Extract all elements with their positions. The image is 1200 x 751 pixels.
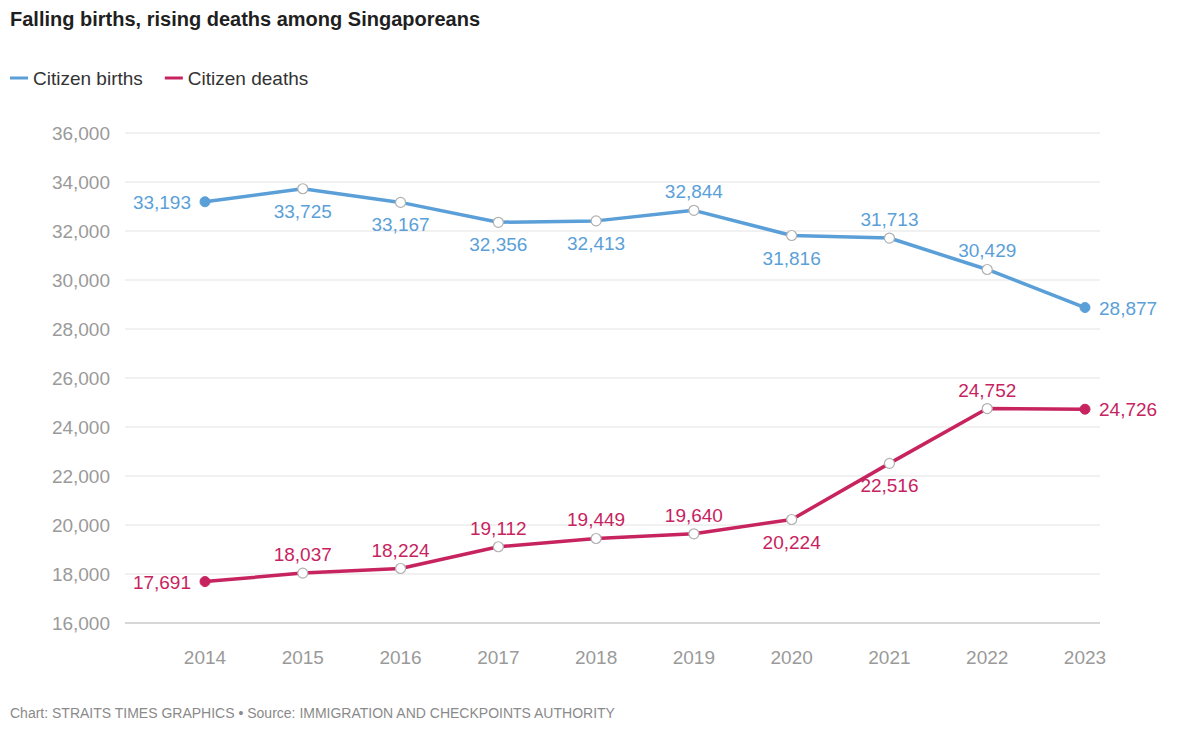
- point: [982, 404, 992, 414]
- point: [396, 197, 406, 207]
- data-label: 33,193: [133, 192, 191, 213]
- point: [200, 197, 210, 207]
- data-label: 33,725: [274, 201, 332, 222]
- data-label: 32,844: [665, 181, 724, 202]
- data-label: 18,224: [371, 540, 430, 561]
- point: [1080, 404, 1090, 414]
- chart: Falling births, rising deaths among Sing…: [0, 0, 1200, 751]
- point: [298, 184, 308, 194]
- legend: Citizen births Citizen deaths: [10, 68, 308, 89]
- data-label: 30,429: [958, 240, 1016, 261]
- grid-line: [125, 378, 1100, 379]
- data-label: 20,224: [763, 532, 822, 553]
- x-tick-label: 2017: [477, 647, 519, 668]
- grid-line: [125, 182, 1100, 183]
- data-label: 19,640: [665, 505, 723, 526]
- data-label: 18,037: [274, 544, 332, 565]
- data-label: 19,449: [567, 509, 625, 530]
- point: [493, 542, 503, 552]
- y-tick-label: 26,000: [52, 368, 110, 389]
- data-label: 33,167: [371, 214, 429, 235]
- x-tick-label: 2023: [1064, 647, 1106, 668]
- y-tick-label: 18,000: [52, 564, 110, 585]
- x-tick-label: 2016: [379, 647, 421, 668]
- point: [298, 568, 308, 578]
- point: [884, 458, 894, 468]
- y-tick-label: 34,000: [52, 172, 110, 193]
- title: Falling births, rising deaths among Sing…: [10, 8, 480, 30]
- source: Chart: STRAITS TIMES GRAPHICS • Source: …: [10, 705, 616, 721]
- grid-line: [125, 133, 1100, 134]
- series-line: [205, 409, 1085, 582]
- x-axis-line: [125, 623, 1100, 624]
- y-tick-label: 16,000: [52, 613, 110, 634]
- grid-line: [125, 280, 1100, 281]
- legend-label: Citizen births: [33, 68, 143, 89]
- x-tick-label: 2018: [575, 647, 617, 668]
- x-tick-label: 2022: [966, 647, 1008, 668]
- data-labels: 33,193 33,725 33,167 32,356 32,413 32,844 31,8…: [133, 181, 1157, 592]
- data-label: 19,112: [470, 518, 527, 539]
- y-tick-label: 20,000: [52, 515, 110, 536]
- y-tick-label: 30,000: [52, 270, 110, 291]
- data-label: 24,726: [1099, 399, 1157, 420]
- point: [982, 264, 992, 274]
- grid: [125, 133, 1100, 623]
- point: [591, 216, 601, 226]
- x-tick-label: 2020: [771, 647, 813, 668]
- point: [689, 529, 699, 539]
- grid-line: [125, 231, 1100, 232]
- point: [200, 577, 210, 587]
- x-tick-label: 2014: [184, 647, 227, 668]
- point: [884, 233, 894, 243]
- legend-swatch: [10, 77, 28, 80]
- data-label: 32,413: [567, 233, 625, 254]
- grid-line: [125, 476, 1100, 477]
- data-label: 24,752: [958, 380, 1016, 401]
- point: [591, 533, 601, 543]
- legend-swatch: [165, 77, 183, 80]
- point: [396, 564, 406, 574]
- y-tick-label: 22,000: [52, 466, 110, 487]
- y-tick-label: 24,000: [52, 417, 110, 438]
- x-tick-label: 2015: [282, 647, 324, 668]
- x-tick-label: 2019: [673, 647, 715, 668]
- y-tick-label: 36,000: [52, 123, 110, 144]
- data-label: 17,691: [133, 572, 191, 593]
- data-label: 28,877: [1099, 298, 1157, 319]
- series-line: [205, 189, 1085, 308]
- legend-label: Citizen deaths: [188, 68, 308, 89]
- point: [787, 515, 797, 525]
- grid-line: [125, 329, 1100, 330]
- y-tick-label: 32,000: [52, 221, 110, 242]
- data-label: 32,356: [469, 234, 527, 255]
- plot-area: [200, 184, 1090, 587]
- x-tick-label: 2021: [868, 647, 910, 668]
- point: [787, 231, 797, 241]
- data-label: 31,816: [763, 248, 821, 269]
- point: [1080, 303, 1090, 313]
- point: [689, 205, 699, 215]
- data-label: 31,713: [860, 209, 918, 230]
- point: [493, 217, 503, 227]
- data-label: 22,516: [860, 475, 918, 496]
- y-tick-label: 28,000: [52, 319, 110, 340]
- grid-line: [125, 623, 1100, 624]
